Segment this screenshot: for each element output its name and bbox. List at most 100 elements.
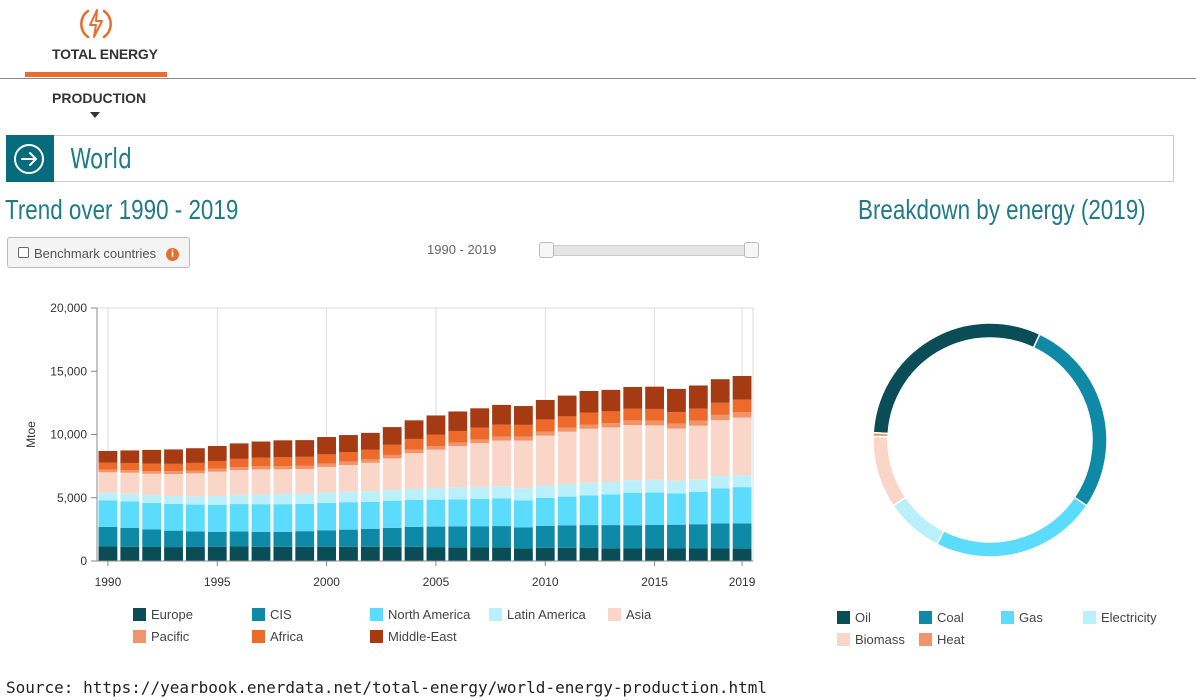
bar-segment[interactable]	[688, 420, 708, 426]
bar-segment[interactable]	[535, 547, 555, 561]
bar-segment[interactable]	[185, 448, 205, 463]
bar-segment[interactable]	[623, 386, 643, 409]
bar-segment[interactable]	[732, 412, 752, 418]
bar-segment[interactable]	[229, 494, 249, 505]
bar-segment[interactable]	[557, 427, 577, 432]
bar-segment[interactable]	[448, 526, 468, 548]
donut-slice[interactable]	[872, 322, 1041, 435]
bar-segment[interactable]	[470, 486, 490, 499]
bar-segment[interactable]	[579, 495, 599, 526]
bar-segment[interactable]	[317, 546, 337, 561]
bar-segment[interactable]	[688, 408, 708, 421]
bar-segment[interactable]	[295, 503, 315, 532]
bar-segment[interactable]	[360, 528, 380, 547]
bar-segment[interactable]	[557, 525, 577, 548]
bar-segment[interactable]	[732, 375, 752, 400]
bar-segment[interactable]	[448, 411, 468, 431]
bar-segment[interactable]	[470, 439, 490, 444]
bar-segment[interactable]	[535, 435, 555, 486]
bar-segment[interactable]	[601, 422, 621, 428]
bar-segment[interactable]	[667, 524, 686, 549]
bar-segment[interactable]	[382, 458, 402, 491]
bar-segment[interactable]	[688, 385, 708, 409]
bar-segment[interactable]	[470, 408, 490, 428]
year-range-slider[interactable]	[546, 245, 756, 256]
bar-segment[interactable]	[579, 482, 599, 496]
bar-segment[interactable]	[535, 431, 555, 436]
bar-segment[interactable]	[513, 500, 533, 528]
bar-segment[interactable]	[535, 399, 555, 420]
bar-segment[interactable]	[120, 450, 140, 463]
bar-segment[interactable]	[273, 531, 293, 547]
bar-segment[interactable]	[360, 459, 380, 463]
bar-segment[interactable]	[710, 402, 730, 415]
bar-segment[interactable]	[207, 471, 227, 496]
bar-segment[interactable]	[470, 443, 490, 487]
bar-segment[interactable]	[120, 546, 140, 561]
bar-segment[interactable]	[688, 491, 708, 525]
benchmark-checkbox[interactable]	[18, 247, 29, 258]
bar-segment[interactable]	[579, 525, 599, 548]
bar-segment[interactable]	[120, 470, 140, 473]
bar-segment[interactable]	[295, 440, 315, 457]
donut-slice[interactable]	[872, 431, 889, 438]
bar-segment[interactable]	[601, 548, 621, 561]
bar-segment[interactable]	[382, 427, 402, 445]
bar-segment[interactable]	[688, 524, 708, 549]
bar-segment[interactable]	[404, 546, 424, 561]
bar-segment[interactable]	[601, 427, 621, 482]
bar-segment[interactable]	[339, 502, 358, 530]
bar-segment[interactable]	[426, 415, 446, 435]
bar-segment[interactable]	[426, 547, 446, 561]
bar-segment[interactable]	[623, 525, 643, 549]
bar-segment[interactable]	[317, 502, 337, 531]
bar-segment[interactable]	[273, 440, 293, 458]
bar-segment[interactable]	[557, 547, 577, 561]
bar-segment[interactable]	[470, 498, 490, 527]
bar-segment[interactable]	[317, 454, 337, 464]
slider-handle-start[interactable]	[539, 242, 554, 258]
bar-segment[interactable]	[667, 480, 686, 494]
bar-segment[interactable]	[645, 492, 665, 525]
bar-segment[interactable]	[557, 483, 577, 497]
bar-segment[interactable]	[120, 472, 140, 494]
bar-segment[interactable]	[492, 498, 511, 527]
bar-segment[interactable]	[404, 453, 424, 489]
bar-segment[interactable]	[339, 461, 358, 465]
bar-segment[interactable]	[295, 469, 315, 494]
bar-segment[interactable]	[645, 408, 665, 421]
bar-segment[interactable]	[448, 430, 468, 443]
bar-segment[interactable]	[120, 527, 140, 547]
bar-segment[interactable]	[710, 548, 730, 561]
bar-segment[interactable]	[98, 472, 118, 493]
bar-segment[interactable]	[251, 469, 271, 495]
bar-segment[interactable]	[207, 531, 227, 547]
bar-segment[interactable]	[229, 467, 249, 471]
bar-segment[interactable]	[142, 470, 162, 474]
bar-segment[interactable]	[404, 488, 424, 500]
bar-segment[interactable]	[98, 526, 118, 547]
bar-segment[interactable]	[513, 424, 533, 437]
bar-segment[interactable]	[273, 466, 293, 470]
bar-segment[interactable]	[185, 470, 205, 474]
bar-segment[interactable]	[404, 420, 424, 439]
bar-segment[interactable]	[426, 499, 446, 527]
bar-segment[interactable]	[601, 481, 621, 495]
bar-segment[interactable]	[404, 499, 424, 527]
bar-segment[interactable]	[229, 443, 249, 459]
bar-segment[interactable]	[295, 493, 315, 504]
bar-segment[interactable]	[601, 411, 621, 423]
bar-segment[interactable]	[426, 434, 446, 447]
bar-segment[interactable]	[426, 449, 446, 489]
info-icon[interactable]: i	[166, 248, 179, 261]
bar-segment[interactable]	[492, 547, 511, 561]
donut-slice[interactable]	[1032, 333, 1108, 507]
bar-segment[interactable]	[382, 454, 402, 459]
bar-segment[interactable]	[623, 408, 643, 421]
bar-segment[interactable]	[732, 523, 752, 549]
bar-segment[interactable]	[623, 492, 643, 526]
bar-segment[interactable]	[295, 465, 315, 470]
bar-segment[interactable]	[317, 466, 337, 493]
bar-segment[interactable]	[513, 440, 533, 489]
bar-segment[interactable]	[339, 546, 358, 561]
